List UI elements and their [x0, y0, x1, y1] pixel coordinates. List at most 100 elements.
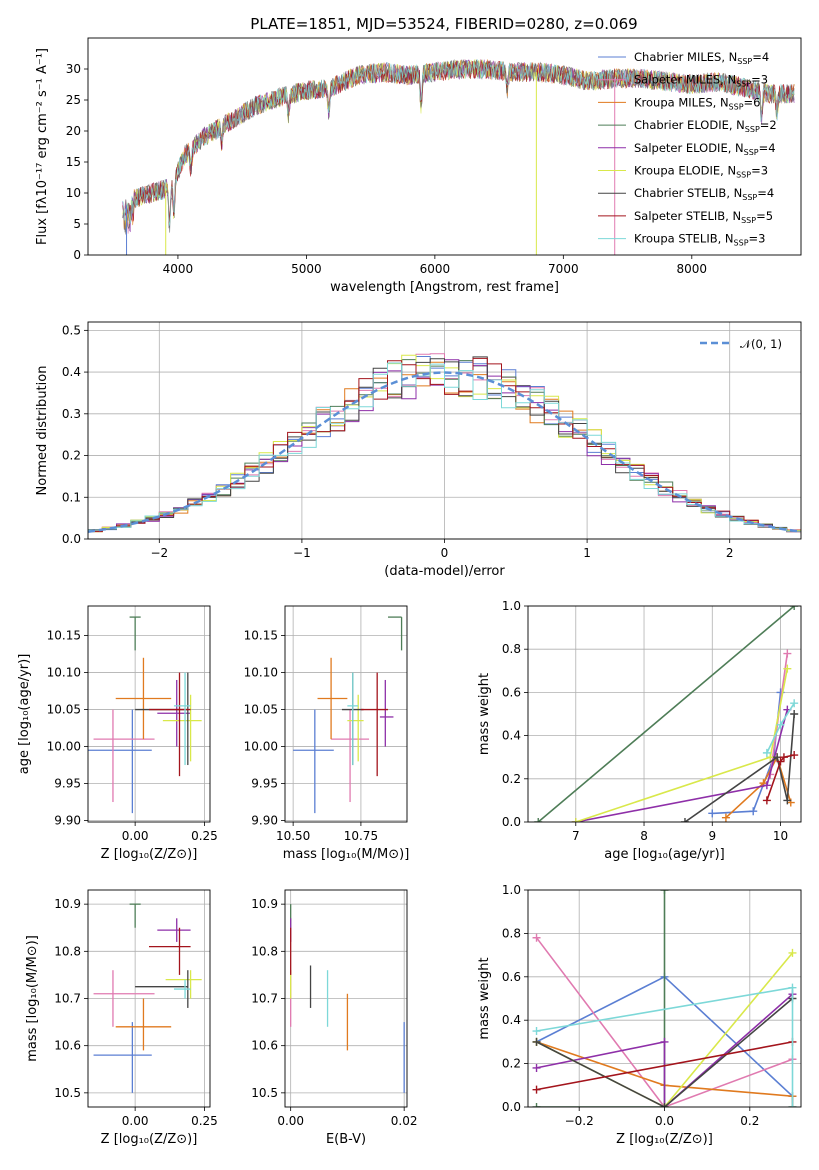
x-tick-label: 8 — [640, 829, 648, 843]
weight-marker — [783, 796, 792, 805]
weight-marker — [534, 818, 543, 822]
y-tick-label: 10.00 — [244, 740, 278, 754]
axes-frame — [527, 605, 802, 823]
weight-marker — [571, 818, 580, 822]
x-tick-label: 1 — [583, 546, 591, 560]
y-tick-label: 10.00 — [47, 740, 81, 754]
weight-marker — [788, 1103, 797, 1107]
x-tick-label: −0.2 — [565, 1114, 594, 1128]
weight-marker — [783, 664, 792, 673]
y-tick-label: 10 — [66, 186, 81, 200]
weight-marker — [532, 1027, 541, 1036]
weight-line — [536, 997, 794, 1107]
x-tick-label: 4000 — [163, 262, 194, 276]
x-tick-label: 6000 — [420, 262, 451, 276]
y-tick-label: 0.4 — [62, 365, 81, 379]
y-axis-label: Normed distribution — [35, 366, 50, 496]
x-tick-label: 10.50 — [276, 829, 310, 843]
x-tick-label: 2 — [726, 546, 734, 560]
panel-mass-vs-Z: 0.00 0.25 10.5 10.6 10.7 10.8 10.9 Z [log₁₀(Z/Z… — [25, 889, 218, 1147]
x-tick-label: 10.75 — [344, 829, 378, 843]
figure-title: PLATE=1851, MJD=53524, FIBERID=0280, z=0… — [250, 15, 637, 33]
weight-marker — [790, 710, 799, 718]
weight-line — [537, 606, 795, 822]
y-axis-label: mass weight — [477, 957, 492, 1039]
x-axis-label: Z [log₁₀(Z/Z⊙)] — [616, 1132, 713, 1147]
y-tick-label: 10.7 — [54, 992, 81, 1006]
y-tick-label: 5 — [73, 217, 81, 231]
x-tick-label: 0.00 — [122, 829, 149, 843]
weight-marker — [680, 818, 689, 822]
x-tick-label: 0.02 — [391, 1114, 418, 1128]
weight-marker — [783, 649, 792, 658]
y-tick-label: 1.0 — [502, 599, 521, 613]
y-tick-label: 10.10 — [244, 666, 278, 680]
weight-marker — [788, 983, 797, 992]
panel-spectrum: 4000 5000 6000 7000 8000 0 5 10 15 20 25 30 waveleng… — [35, 37, 802, 295]
weight-marker — [790, 751, 799, 760]
y-tick-label: 25 — [66, 93, 81, 107]
x-axis-label: E(B-V) — [326, 1132, 366, 1147]
weight-marker — [762, 796, 771, 805]
weight-marker — [776, 757, 785, 766]
y-tick-label: 9.95 — [251, 777, 278, 791]
y-tick-label: 0.8 — [502, 926, 521, 940]
legend-label: 𝒩(0, 1) — [740, 337, 782, 351]
panel-mass-weight-vs-age: 7 8 9 10 0.0 0.2 0.4 0.6 0.8 1.0 age [log₁₀(age/yr… — [477, 599, 802, 862]
x-tick-label: 10 — [773, 829, 788, 843]
y-tick-label: 0.4 — [502, 1013, 521, 1027]
plot-area — [532, 890, 797, 1107]
y-tick-label: 15 — [66, 155, 81, 169]
x-tick-label: −2 — [150, 546, 168, 560]
y-tick-label: 10.8 — [251, 944, 278, 958]
x-tick-label: 7 — [572, 829, 580, 843]
y-tick-label: 10.10 — [47, 666, 81, 680]
weight-marker — [532, 933, 541, 942]
y-tick-label: 10.6 — [251, 1039, 278, 1053]
x-axis-label: wavelength [Angstrom, rest frame] — [330, 280, 559, 295]
weight-marker — [660, 1037, 669, 1046]
y-tick-label: 0.2 — [62, 449, 81, 463]
y-tick-label: 0.2 — [502, 1057, 521, 1071]
weight-marker — [762, 748, 771, 757]
x-tick-label: 9 — [708, 829, 716, 843]
panel-age-vs-mass: 10.50 10.75 9.90 9.95 10.00 10.05 10.10 10.15 ma… — [244, 605, 410, 862]
x-tick-label: 8000 — [677, 262, 708, 276]
x-axis-label: age [log₁₀(age/yr)] — [604, 847, 725, 862]
y-tick-label: 10.15 — [244, 629, 278, 643]
weight-marker — [776, 720, 785, 729]
x-axis-label: Z [log₁₀(Z/Z⊙)] — [101, 1132, 198, 1147]
weight-marker — [660, 1103, 669, 1107]
axes-frame — [284, 889, 408, 1108]
panel-mass-weight-vs-Z: −0.2 0.0 0.2 0.0 0.2 0.4 0.6 0.8 1.0 Z [log₁₀(Z/Z… — [477, 883, 802, 1147]
legend-label: Salpeter MILES, NSSP=3 — [634, 73, 768, 89]
y-tick-label: 9.90 — [54, 814, 81, 828]
legend-label: Salpeter ELODIE, NSSP=4 — [634, 141, 776, 157]
x-tick-label: 0.00 — [277, 1114, 304, 1128]
weight-marker — [766, 753, 775, 762]
y-tick-label: 10.5 — [251, 1086, 278, 1100]
y-tick-label: 10.8 — [54, 944, 81, 958]
panel-mass-vs-ebv: 0.00 0.02 10.5 10.6 10.7 10.8 10.9 E(B-V) — [251, 889, 418, 1147]
legend-label: Chabrier MILES, NSSP=4 — [634, 50, 769, 66]
weight-marker — [532, 1103, 541, 1107]
y-tick-label: 10.6 — [54, 1039, 81, 1053]
x-tick-label: 7000 — [548, 262, 579, 276]
plot-area — [88, 616, 202, 814]
y-tick-label: 20 — [66, 124, 81, 138]
histogram-kroupa-stelib — [88, 362, 801, 534]
x-tick-label: 0.2 — [740, 1114, 759, 1128]
y-tick-label: 0.4 — [502, 729, 521, 743]
weight-marker — [708, 809, 717, 818]
y-tick-label: 10.15 — [47, 629, 81, 643]
axes-frame — [87, 889, 211, 1108]
weight-marker — [721, 813, 730, 822]
y-tick-label: 0.6 — [502, 685, 521, 699]
axes-frame — [87, 605, 211, 823]
legend-label: Chabrier ELODIE, NSSP=2 — [634, 118, 777, 134]
plot-area — [293, 616, 403, 814]
x-axis-label: mass [log₁₀(M/M⊙)] — [283, 847, 410, 862]
legend-label: Chabrier STELIB, NSSP=4 — [634, 186, 774, 202]
x-tick-label: 0.25 — [191, 829, 218, 843]
